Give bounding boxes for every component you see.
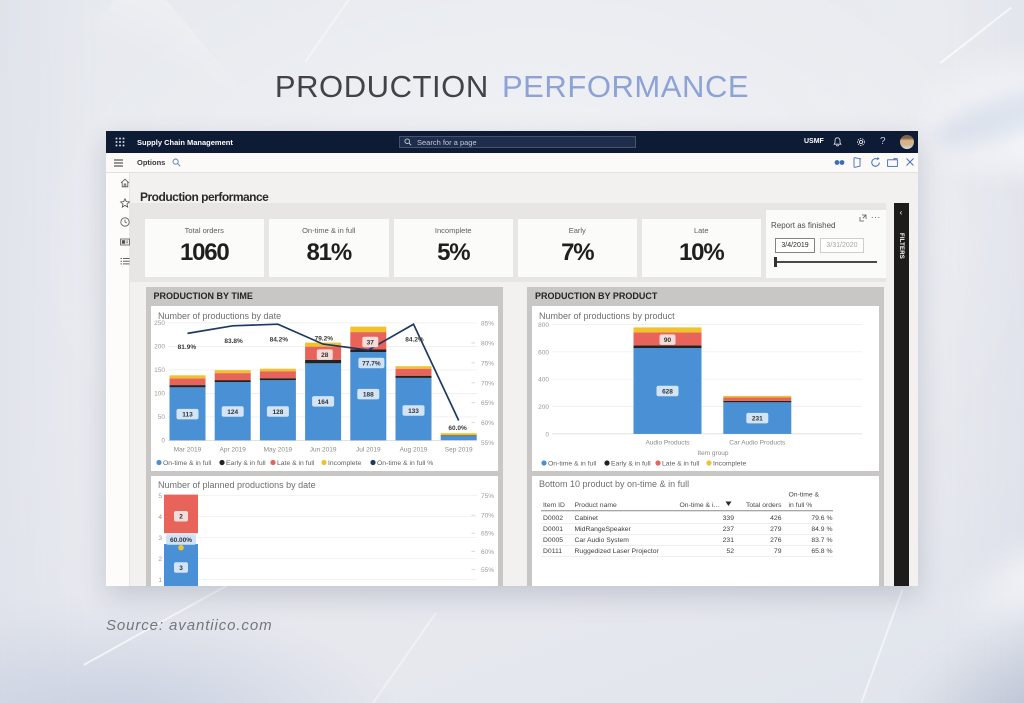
svg-text:On-time & i...: On-time & i...	[680, 502, 720, 509]
svg-text:Incomplete: Incomplete	[713, 461, 746, 468]
svg-text:800: 800	[538, 322, 549, 329]
svg-text:1: 1	[158, 577, 162, 584]
svg-text:83.7 %: 83.7 %	[811, 537, 832, 544]
svg-text:in full %: in full %	[789, 502, 813, 509]
svg-text:164: 164	[317, 399, 328, 406]
svg-text:2: 2	[179, 514, 183, 521]
svg-text:Late & in full: Late & in full	[277, 460, 315, 467]
svg-text:Mar 2019: Mar 2019	[173, 447, 201, 454]
svg-text:124: 124	[227, 409, 238, 416]
svg-text:52: 52	[726, 548, 734, 555]
svg-text:400: 400	[538, 377, 549, 384]
svg-text:77.7%: 77.7%	[362, 361, 381, 368]
svg-text:65%: 65%	[481, 531, 494, 538]
svg-text:150: 150	[154, 367, 165, 374]
svg-text:3: 3	[158, 535, 162, 542]
svg-text:237: 237	[723, 526, 735, 533]
svg-text:79: 79	[774, 548, 782, 555]
svg-text:84.2%: 84.2%	[405, 336, 424, 343]
svg-text:Incomplete: Incomplete	[328, 460, 361, 467]
svg-text:84.2%: 84.2%	[269, 336, 288, 343]
svg-text:0: 0	[545, 431, 549, 438]
svg-text:279: 279	[770, 526, 782, 533]
svg-text:Item group: Item group	[697, 450, 728, 457]
svg-text:On-time &: On-time &	[789, 492, 820, 499]
svg-text:276: 276	[770, 537, 782, 544]
svg-text:60.00%: 60.00%	[169, 537, 191, 544]
svg-text:Number of productions by produ: Number of productions by product	[539, 311, 675, 321]
svg-text:Aug 2019: Aug 2019	[399, 447, 427, 454]
svg-text:628: 628	[662, 388, 673, 395]
svg-text:Item ID: Item ID	[543, 502, 565, 509]
svg-text:83.8%: 83.8%	[224, 338, 243, 345]
svg-text:70%: 70%	[481, 380, 494, 387]
svg-text:55%: 55%	[481, 567, 494, 574]
svg-text:81.9%: 81.9%	[177, 344, 196, 351]
svg-text:28: 28	[321, 352, 329, 359]
svg-text:231: 231	[752, 416, 763, 423]
svg-text:Product name: Product name	[575, 502, 618, 509]
svg-text:Sep 2019: Sep 2019	[444, 447, 472, 454]
svg-text:85%: 85%	[481, 321, 494, 328]
svg-text:100: 100	[154, 391, 165, 398]
svg-text:Jun 2019: Jun 2019	[309, 447, 336, 454]
svg-text:426: 426	[770, 515, 782, 522]
svg-text:0: 0	[161, 438, 165, 445]
svg-text:D0001: D0001	[543, 526, 563, 533]
svg-text:D0002: D0002	[543, 515, 563, 522]
svg-text:600: 600	[538, 349, 549, 356]
svg-text:Bottom 10 product by on-time &: Bottom 10 product by on-time & in full	[539, 479, 689, 489]
svg-text:On-time & in full: On-time & in full	[548, 461, 597, 468]
svg-text:231: 231	[723, 537, 735, 544]
svg-text:Apr 2019: Apr 2019	[219, 447, 246, 454]
svg-text:37: 37	[366, 339, 374, 346]
svg-text:75%: 75%	[481, 493, 494, 500]
svg-text:Audio Products: Audio Products	[645, 439, 690, 446]
svg-text:D0005: D0005	[543, 537, 563, 544]
svg-text:Car Audio Products: Car Audio Products	[729, 439, 786, 446]
svg-text:188: 188	[362, 392, 373, 399]
svg-text:80%: 80%	[481, 341, 494, 348]
svg-text:3: 3	[179, 565, 183, 572]
svg-text:60%: 60%	[481, 420, 494, 427]
svg-text:Car Audio System: Car Audio System	[575, 537, 630, 544]
svg-text:Total orders: Total orders	[746, 502, 782, 509]
svg-text:84.9 %: 84.9 %	[811, 526, 832, 533]
svg-text:On-time & in full: On-time & in full	[163, 460, 212, 467]
svg-text:Early & in full: Early & in full	[226, 460, 266, 467]
svg-text:200: 200	[154, 344, 165, 351]
svg-text:79.2%: 79.2%	[314, 336, 333, 343]
svg-text:Cabinet: Cabinet	[575, 515, 599, 522]
svg-text:May 2019: May 2019	[263, 447, 292, 454]
svg-text:Late & in full: Late & in full	[662, 461, 700, 468]
svg-text:Number of planned productions: Number of planned productions by date	[158, 480, 316, 490]
svg-text:133: 133	[408, 408, 419, 415]
svg-text:Early & in full: Early & in full	[611, 461, 651, 468]
svg-text:250: 250	[154, 320, 165, 327]
svg-text:65.8 %: 65.8 %	[811, 548, 832, 555]
svg-text:75%: 75%	[481, 360, 494, 367]
svg-text:55%: 55%	[481, 440, 494, 447]
svg-text:79.6 %: 79.6 %	[811, 515, 832, 522]
svg-text:339: 339	[723, 515, 735, 522]
svg-text:D0111: D0111	[543, 548, 562, 555]
svg-text:MidRangeSpeaker: MidRangeSpeaker	[575, 526, 632, 533]
svg-text:5: 5	[158, 493, 162, 500]
svg-text:60.0%: 60.0%	[448, 425, 467, 432]
svg-text:On-time & in full %: On-time & in full %	[377, 460, 433, 467]
svg-text:50: 50	[157, 414, 165, 421]
svg-text:2: 2	[158, 556, 162, 563]
svg-text:128: 128	[272, 409, 283, 416]
svg-text:65%: 65%	[481, 400, 494, 407]
svg-text:Number of productions by date: Number of productions by date	[158, 311, 281, 321]
svg-text:113: 113	[182, 412, 193, 419]
svg-text:Ruggedized Laser Projector: Ruggedized Laser Projector	[575, 548, 660, 555]
svg-text:70%: 70%	[481, 513, 494, 520]
svg-text:4: 4	[158, 514, 162, 521]
svg-text:90: 90	[664, 337, 672, 344]
svg-text:Jul 2019: Jul 2019	[356, 447, 381, 454]
svg-text:60%: 60%	[481, 549, 494, 556]
svg-text:200: 200	[538, 404, 549, 411]
